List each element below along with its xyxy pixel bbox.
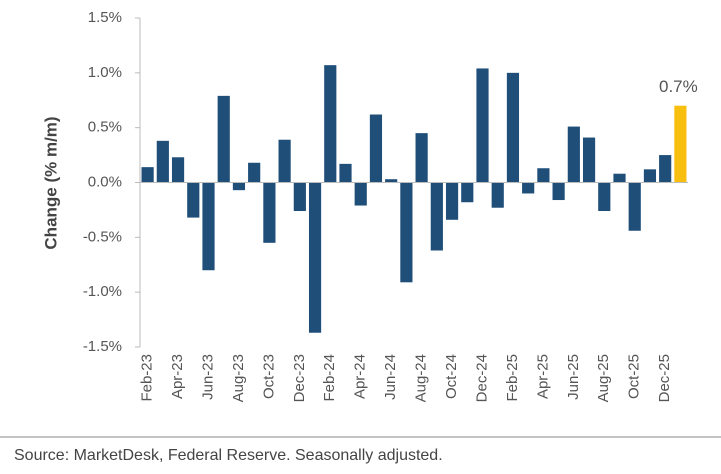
y-tick-label: 0.5%: [88, 119, 122, 136]
bar: [263, 182, 276, 243]
bar: [582, 137, 596, 183]
x-tick-label: Jun-25: [565, 354, 582, 400]
x-tick-label: Dec-23: [291, 354, 308, 402]
bar: [430, 182, 443, 251]
bar: [339, 163, 352, 183]
bar: [308, 182, 322, 333]
y-tick-label: -1.0%: [83, 283, 122, 300]
bar: [324, 65, 337, 183]
bar: [461, 182, 474, 203]
x-tick-label: Oct-24: [443, 354, 460, 399]
x-tick-label: Aug-23: [230, 354, 247, 402]
bar: [156, 140, 169, 183]
bar: [369, 114, 383, 183]
x-tick-label: Jun-23: [199, 354, 216, 400]
bar: [506, 72, 520, 183]
bar: [278, 139, 291, 183]
bar: [643, 169, 657, 183]
bar: [400, 182, 413, 283]
y-tick-label: 0.0%: [88, 173, 122, 190]
x-tick-label: Jun-24: [382, 354, 399, 400]
x-tick-label: Oct-23: [260, 354, 277, 399]
bar: [415, 133, 428, 183]
bar: [248, 162, 261, 183]
x-tick-label: Feb-24: [321, 354, 338, 402]
x-tick-label: Dec-24: [473, 354, 490, 402]
x-tick-label: Dec-25: [656, 354, 673, 402]
bar: [141, 167, 154, 183]
x-tick-label: Aug-25: [595, 354, 612, 402]
y-tick-label: 1.0%: [88, 64, 122, 81]
bar: [613, 173, 626, 183]
x-tick-label: Apr-23: [169, 354, 186, 399]
bar: [628, 182, 641, 231]
bar: [354, 182, 367, 206]
bar: [567, 126, 580, 183]
bar: [598, 182, 611, 212]
source-note: Source: MarketDesk, Federal Reserve. Sea…: [14, 447, 443, 464]
value-label: 0.7%: [659, 77, 698, 96]
bar: [552, 182, 565, 201]
y-tick-label: 1.5%: [88, 9, 122, 26]
bar: [385, 179, 398, 183]
bar: [202, 182, 215, 271]
bar: [232, 182, 246, 191]
bar: [217, 95, 230, 183]
bar: [659, 155, 672, 183]
bar: [171, 157, 185, 183]
bar: [445, 182, 459, 220]
x-tick-label: Apr-25: [534, 354, 551, 399]
y-axis-title: Change (% m/m): [41, 116, 60, 249]
bar: [293, 182, 306, 212]
x-tick-label: Oct-25: [626, 354, 643, 399]
bar: [522, 182, 535, 194]
x-tick-label: Feb-25: [504, 354, 521, 402]
x-tick-label: Apr-24: [352, 354, 369, 399]
x-tick-label: Aug-24: [413, 354, 430, 402]
bar: [674, 105, 687, 183]
y-tick-label: -1.5%: [83, 338, 122, 355]
bar: [537, 168, 550, 183]
bar: [491, 182, 504, 208]
bar: [187, 182, 200, 218]
bar: [476, 68, 489, 183]
x-tick-label: Feb-23: [139, 354, 156, 402]
y-tick-label: -0.5%: [83, 228, 122, 245]
